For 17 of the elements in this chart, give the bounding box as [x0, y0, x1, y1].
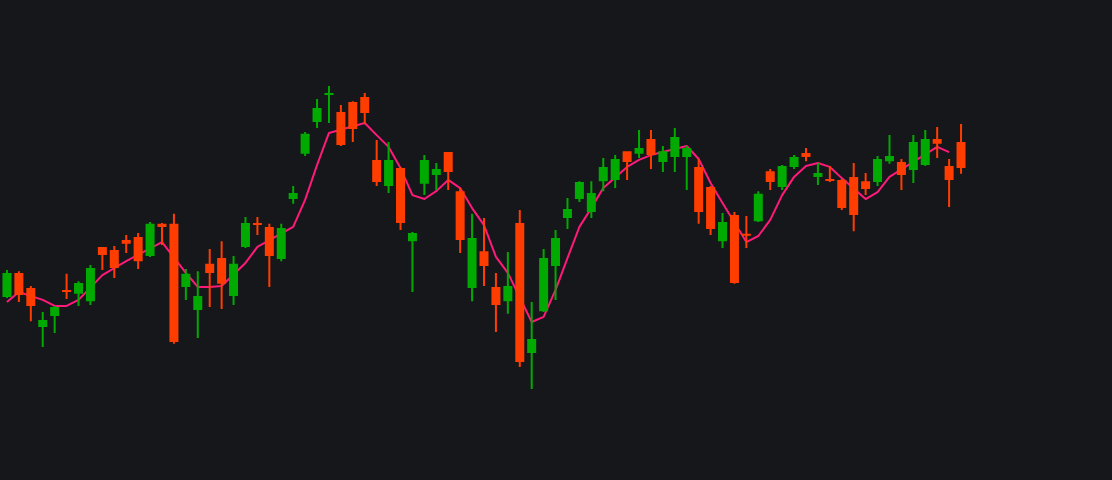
candlestick — [324, 86, 334, 123]
candlestick — [527, 302, 537, 389]
candlestick — [825, 165, 835, 183]
candlestick — [193, 271, 203, 339]
candlestick — [38, 312, 48, 347]
candlestick — [205, 249, 215, 307]
candlestick — [121, 235, 131, 253]
candlestick — [682, 145, 692, 190]
candlestick — [157, 222, 167, 246]
candlestick — [634, 129, 644, 159]
candlestick — [407, 232, 417, 293]
candlestick — [932, 126, 942, 159]
candlestick — [741, 215, 751, 249]
candlestick — [62, 273, 72, 300]
candlestick — [479, 218, 489, 286]
candlestick — [252, 216, 262, 236]
candlestick — [813, 162, 823, 186]
